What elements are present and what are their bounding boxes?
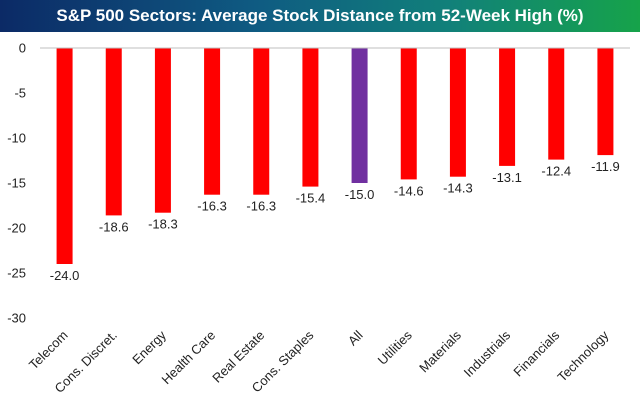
data-label: -14.6 xyxy=(394,183,424,198)
y-tick-label: -5 xyxy=(14,86,26,101)
bar xyxy=(204,48,221,195)
data-label: -15.0 xyxy=(345,187,375,202)
bar xyxy=(253,48,270,195)
data-label: -18.6 xyxy=(99,219,129,234)
data-label: -18.3 xyxy=(148,217,178,232)
data-label: -16.3 xyxy=(246,199,276,214)
bar xyxy=(105,48,122,216)
bar xyxy=(56,48,73,264)
title-bar: S&P 500 Sectors: Average Stock Distance … xyxy=(0,0,640,32)
data-label: -13.1 xyxy=(492,170,522,185)
x-tick-label: Health Care xyxy=(159,328,219,388)
data-label: -15.4 xyxy=(296,191,326,206)
y-tick-label: -10 xyxy=(7,131,26,146)
data-label: -24.0 xyxy=(50,268,80,283)
data-label: -12.4 xyxy=(541,164,571,179)
y-tick-label: -20 xyxy=(7,221,26,236)
y-tick-label: 0 xyxy=(19,41,26,56)
bar xyxy=(400,48,417,180)
bar xyxy=(597,48,614,156)
x-tick-label: Materials xyxy=(416,327,464,375)
x-tick-label: Financials xyxy=(510,327,562,379)
data-label: -16.3 xyxy=(197,199,227,214)
bar xyxy=(449,48,466,177)
bar xyxy=(351,48,368,183)
x-tick-label: All xyxy=(345,327,366,348)
bar xyxy=(499,48,516,166)
x-tick-label: Industrials xyxy=(461,327,514,380)
data-label: -14.3 xyxy=(443,181,473,196)
bar xyxy=(154,48,171,213)
y-tick-label: -30 xyxy=(7,311,26,326)
x-tick-label: Telecom xyxy=(26,328,71,373)
bar xyxy=(548,48,565,160)
x-tick-label: Energy xyxy=(129,327,169,367)
chart-title: S&P 500 Sectors: Average Stock Distance … xyxy=(56,6,584,25)
y-tick-label: -15 xyxy=(7,176,26,191)
y-tick-label: -25 xyxy=(7,266,26,281)
bar xyxy=(302,48,319,187)
data-label: -11.9 xyxy=(591,159,620,174)
x-tick-label: Utilities xyxy=(375,327,416,368)
x-tick-label: Technology xyxy=(554,327,611,384)
